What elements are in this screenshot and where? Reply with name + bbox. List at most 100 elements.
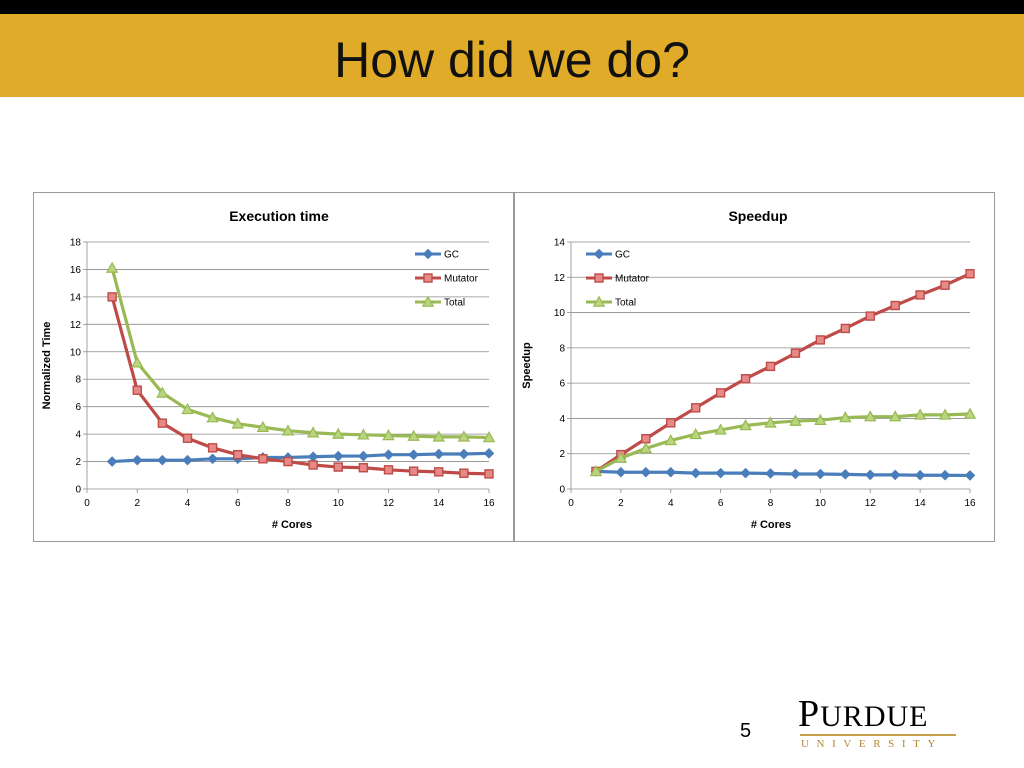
data-point-gc xyxy=(815,468,826,480)
data-point-gc xyxy=(690,467,701,479)
data-point-mutator xyxy=(434,467,444,477)
data-point-total xyxy=(131,356,144,368)
series-line-mutator xyxy=(595,272,971,473)
data-point-total xyxy=(614,451,628,463)
data-point-gc xyxy=(640,466,652,478)
data-point-total xyxy=(839,411,852,423)
x-axis-label: # Cores xyxy=(751,519,791,531)
data-point-total xyxy=(664,434,677,446)
data-point-mutator xyxy=(408,466,419,476)
y-tick-label: 10 xyxy=(554,308,566,319)
data-point-total xyxy=(382,429,395,441)
data-point-total xyxy=(482,431,496,443)
y-tick-label: 16 xyxy=(70,265,82,276)
data-point-mutator xyxy=(383,465,394,475)
data-point-total xyxy=(913,408,927,420)
data-point-gc xyxy=(740,467,751,479)
data-point-total xyxy=(764,416,777,428)
data-point-gc xyxy=(433,448,445,460)
data-point-mutator xyxy=(258,454,268,464)
data-point-mutator xyxy=(182,433,193,443)
x-tick-label: 6 xyxy=(235,498,241,509)
data-point-mutator xyxy=(233,449,243,460)
data-point-total xyxy=(589,464,603,477)
data-point-mutator xyxy=(740,374,751,384)
title-bar xyxy=(0,14,1024,97)
y-tick-label: 0 xyxy=(75,485,81,496)
x-tick-label: 4 xyxy=(668,498,674,509)
data-point-total xyxy=(938,408,952,420)
y-tick-label: 14 xyxy=(554,238,566,249)
data-point-gc xyxy=(383,449,394,461)
data-point-mutator xyxy=(157,418,168,428)
data-point-mutator xyxy=(915,290,925,300)
data-point-gc xyxy=(358,450,369,462)
x-tick-label: 10 xyxy=(333,498,345,509)
data-point-mutator xyxy=(107,292,117,302)
data-point-mutator xyxy=(358,463,369,473)
x-tick-label: 10 xyxy=(815,498,827,509)
legend-marker-total xyxy=(592,295,606,307)
data-point-gc xyxy=(889,469,901,481)
y-tick-label: 0 xyxy=(559,485,565,496)
data-point-gc xyxy=(157,454,168,466)
data-point-gc xyxy=(864,469,876,481)
data-point-mutator xyxy=(132,385,142,395)
legend-label-total: Total xyxy=(444,298,465,309)
data-point-total xyxy=(739,419,752,431)
y-tick-label: 2 xyxy=(559,449,565,460)
data-point-mutator xyxy=(666,418,676,428)
slide-title: How did we do? xyxy=(334,32,690,88)
legend-marker-total xyxy=(421,295,435,307)
data-point-total xyxy=(864,410,877,422)
legend-marker-mutator xyxy=(594,273,604,283)
y-tick-label: 12 xyxy=(554,273,566,284)
series-line-total xyxy=(110,267,490,440)
x-tick-label: 2 xyxy=(134,498,140,509)
data-point-total xyxy=(457,430,471,442)
data-point-total xyxy=(306,426,320,438)
data-point-gc xyxy=(914,469,926,481)
x-axis-label: # Cores xyxy=(272,519,312,531)
data-point-mutator xyxy=(641,434,651,444)
data-point-mutator xyxy=(890,300,900,311)
data-point-gc xyxy=(106,456,118,467)
data-point-total xyxy=(888,410,902,422)
data-point-mutator xyxy=(690,403,701,413)
data-point-total xyxy=(432,430,445,442)
data-point-gc xyxy=(615,466,627,478)
execution-time-chart-svg: Execution time 0 2 4 6 8 10 12 14 16 18 0 2 4 6 8 10 12 14… xyxy=(41,208,496,531)
data-point-mutator xyxy=(308,460,318,470)
data-point-total xyxy=(256,420,270,433)
data-point-total xyxy=(407,429,420,441)
series-line-gc xyxy=(595,469,971,478)
series-line-mutator xyxy=(110,296,490,476)
legend-label-mutator: Mutator xyxy=(444,274,479,285)
data-point-total xyxy=(689,427,702,440)
data-point-gc xyxy=(332,450,344,462)
y-tick-label: 18 xyxy=(70,238,82,249)
purdue-logo: PURDUE UNIVERSITY xyxy=(798,695,958,750)
data-point-gc xyxy=(665,466,677,478)
data-point-mutator xyxy=(940,280,950,290)
y-axis-label: Normalized Time xyxy=(41,322,53,410)
x-tick-label: 16 xyxy=(964,498,976,509)
legend-marker-gc xyxy=(593,248,605,260)
data-point-total xyxy=(206,411,219,423)
logo-subtitle: UNIVERSITY xyxy=(801,738,943,750)
data-point-gc xyxy=(964,470,976,481)
data-point-mutator xyxy=(333,462,343,472)
data-point-mutator xyxy=(459,468,469,478)
data-point-total xyxy=(281,424,295,436)
x-tick-label: 14 xyxy=(433,498,445,509)
x-tick-label: 2 xyxy=(618,498,624,509)
data-point-total xyxy=(357,428,370,440)
data-point-gc xyxy=(765,468,776,479)
data-point-gc xyxy=(207,453,218,465)
x-tick-label: 16 xyxy=(483,498,495,509)
page-number: 5 xyxy=(740,720,752,742)
data-point-total xyxy=(789,414,802,426)
data-point-gc xyxy=(408,449,419,461)
y-tick-label: 10 xyxy=(70,347,82,358)
data-point-total xyxy=(332,427,345,439)
